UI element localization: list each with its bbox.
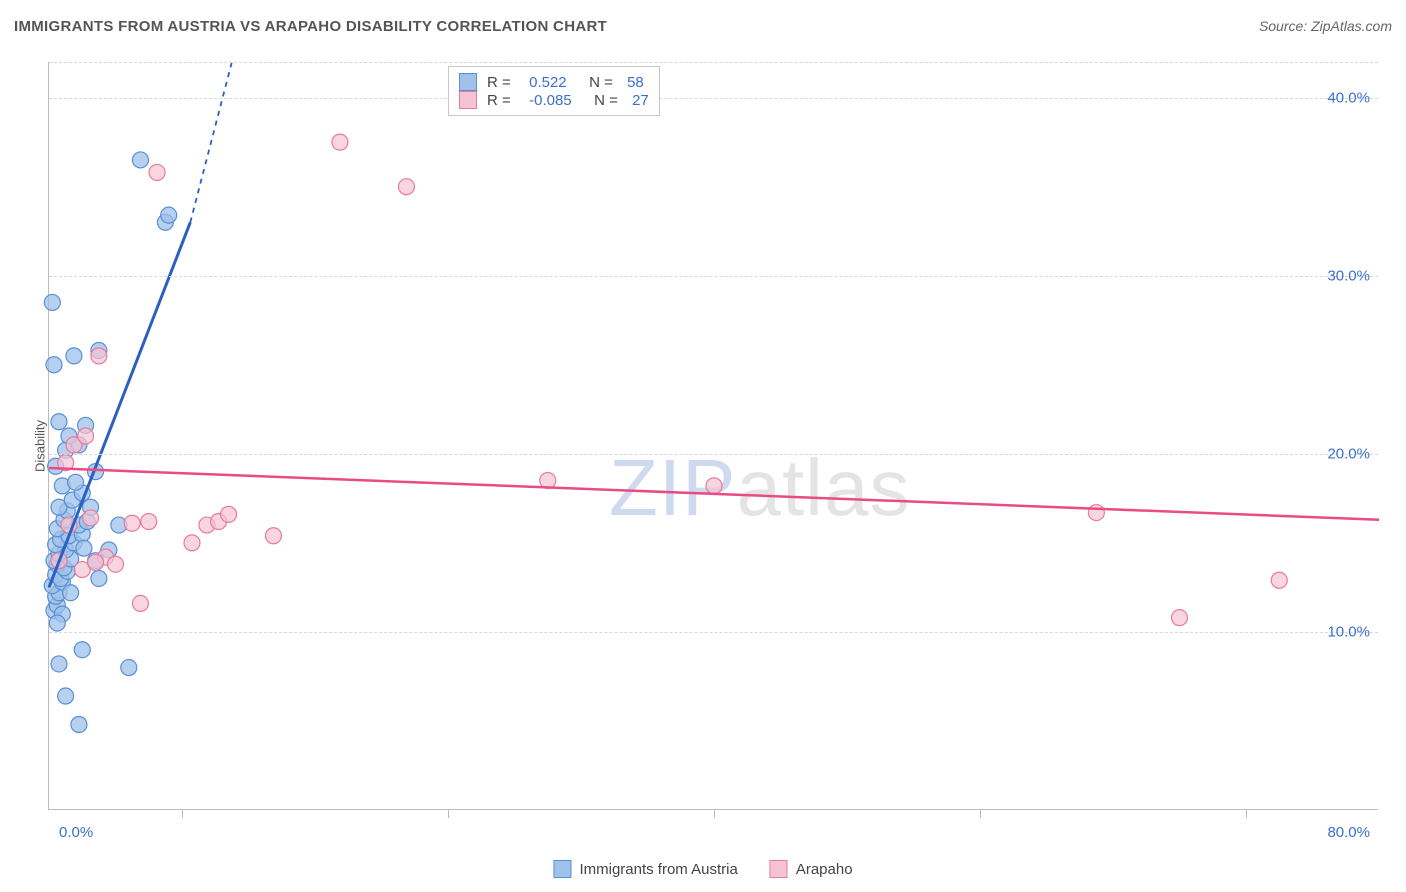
- x-tick: [448, 809, 449, 818]
- x-range-label: 80.0%: [1327, 824, 1370, 841]
- legend-label: Immigrants from Austria: [579, 861, 737, 878]
- source-label: Source: ZipAtlas.com: [1259, 18, 1392, 34]
- data-point: [49, 615, 65, 631]
- legend-item: Arapaho: [770, 860, 853, 878]
- n-label: N =: [577, 74, 613, 91]
- y-tick-label: 10.0%: [1327, 623, 1370, 640]
- plot-area: ZIPatlas 10.0%20.0%30.0%40.0%0.0%80.0%: [48, 62, 1378, 810]
- chart-svg: [49, 62, 1378, 809]
- data-point: [398, 179, 414, 195]
- gridline: [49, 454, 1378, 455]
- r-value: 0.522: [521, 74, 567, 91]
- data-point: [265, 528, 281, 544]
- data-point: [76, 540, 92, 556]
- series-legend: Immigrants from Austria Arapaho: [553, 860, 852, 878]
- n-value: 58: [623, 74, 644, 91]
- n-value: 27: [628, 92, 649, 109]
- legend-swatch: [459, 73, 477, 91]
- data-point: [63, 585, 79, 601]
- y-tick-label: 30.0%: [1327, 267, 1370, 284]
- y-tick-label: 20.0%: [1327, 445, 1370, 462]
- data-point: [51, 656, 67, 672]
- trend-line: [49, 468, 1379, 520]
- gridline: [49, 98, 1378, 99]
- data-point: [44, 294, 60, 310]
- data-point: [83, 510, 99, 526]
- data-point: [149, 164, 165, 180]
- data-point: [706, 478, 722, 494]
- data-point: [88, 554, 104, 570]
- data-point: [51, 414, 67, 430]
- x-tick: [714, 809, 715, 818]
- data-point: [124, 515, 140, 531]
- chart-title: IMMIGRANTS FROM AUSTRIA VS ARAPAHO DISAB…: [14, 18, 607, 35]
- x-range-label: 0.0%: [59, 824, 93, 841]
- data-point: [184, 535, 200, 551]
- data-point: [58, 688, 74, 704]
- r-value: -0.085: [521, 92, 572, 109]
- data-point: [332, 134, 348, 150]
- legend-swatch: [770, 860, 788, 878]
- r-label: R =: [487, 74, 511, 91]
- x-tick: [182, 809, 183, 818]
- stat-legend-row: R = -0.085 N = 27: [459, 91, 649, 109]
- y-axis-label: Disability: [33, 420, 48, 472]
- data-point: [121, 660, 137, 676]
- gridline: [49, 276, 1378, 277]
- correlation-legend: R = 0.522 N = 58R = -0.085 N = 27: [448, 66, 660, 116]
- data-point: [1088, 505, 1104, 521]
- legend-label: Arapaho: [796, 861, 853, 878]
- data-point: [1271, 572, 1287, 588]
- gridline: [49, 632, 1378, 633]
- x-tick: [1246, 809, 1247, 818]
- data-point: [161, 207, 177, 223]
- gridline: [49, 62, 1378, 63]
- r-label: R =: [487, 92, 511, 109]
- data-point: [132, 152, 148, 168]
- data-point: [74, 642, 90, 658]
- data-point: [108, 556, 124, 572]
- data-point: [221, 506, 237, 522]
- data-point: [68, 474, 84, 490]
- legend-item: Immigrants from Austria: [553, 860, 737, 878]
- data-point: [1172, 610, 1188, 626]
- data-point: [66, 348, 82, 364]
- y-tick-label: 40.0%: [1327, 89, 1370, 106]
- data-point: [46, 357, 62, 373]
- x-tick: [980, 809, 981, 818]
- stat-legend-row: R = 0.522 N = 58: [459, 73, 649, 91]
- data-point: [71, 717, 87, 733]
- data-point: [91, 348, 107, 364]
- legend-swatch: [553, 860, 571, 878]
- data-point: [78, 428, 94, 444]
- trend-line-extension: [190, 62, 232, 222]
- legend-swatch: [459, 91, 477, 109]
- data-point: [132, 595, 148, 611]
- n-label: N =: [582, 92, 618, 109]
- data-point: [91, 570, 107, 586]
- data-point: [141, 513, 157, 529]
